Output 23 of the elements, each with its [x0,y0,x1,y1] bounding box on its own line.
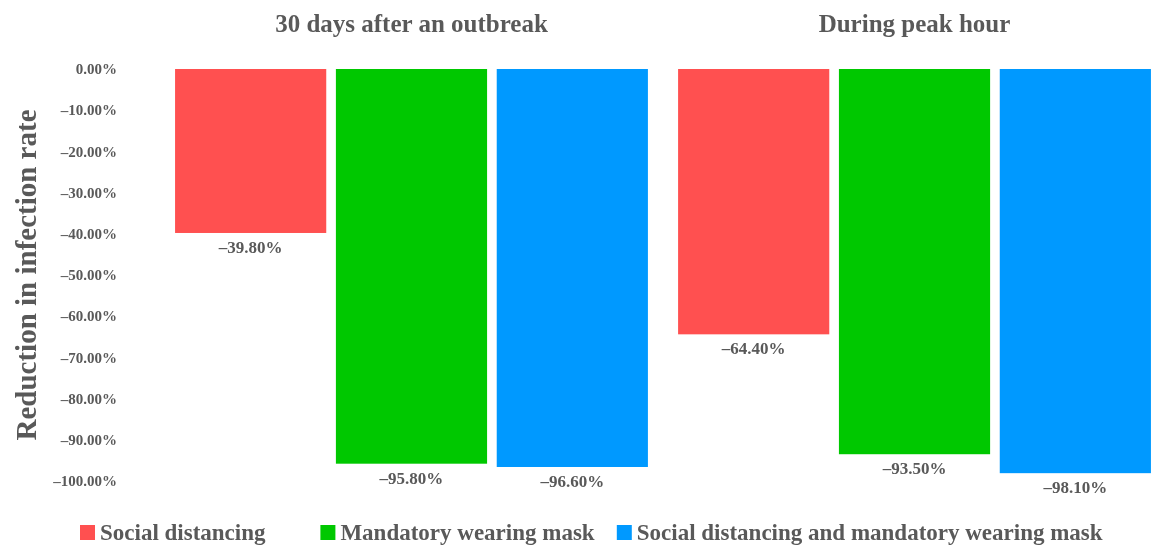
y-tick-label: –50.00% [59,267,117,284]
data-label: –98.10% [1042,478,1108,498]
y-tick-label: –30.00% [59,184,117,201]
data-label: –64.40% [720,339,786,359]
data-label: –93.50% [881,459,947,479]
y-tick-label: –40.00% [59,226,117,243]
y-tick-label: –90.00% [59,432,117,449]
data-label: –96.60% [539,471,605,491]
data-label: –95.80% [378,468,444,488]
x-tick-label: During peak hour [818,10,1011,37]
legend-label: Mandatory wearing mask [340,520,595,545]
y-tick-label: –20.00% [59,143,117,160]
legend-label: Social distancing and mandatory wearing mask [636,520,1103,545]
data-label: –39.80% [217,237,283,257]
x-tick-label: 30 days after an outbreak [275,10,548,37]
y-tick-label: –60.00% [59,308,117,325]
y-tick-label: 0.00% [75,61,117,78]
y-tick-label: –80.00% [59,390,117,407]
y-tick-label: –70.00% [59,349,117,366]
y-axis-title: Reduction in infection rate [10,109,42,441]
y-tick-label: –10.00% [59,102,117,119]
y-tick-label: –100.00% [52,473,117,490]
legend-label: Social distancing [100,520,266,545]
